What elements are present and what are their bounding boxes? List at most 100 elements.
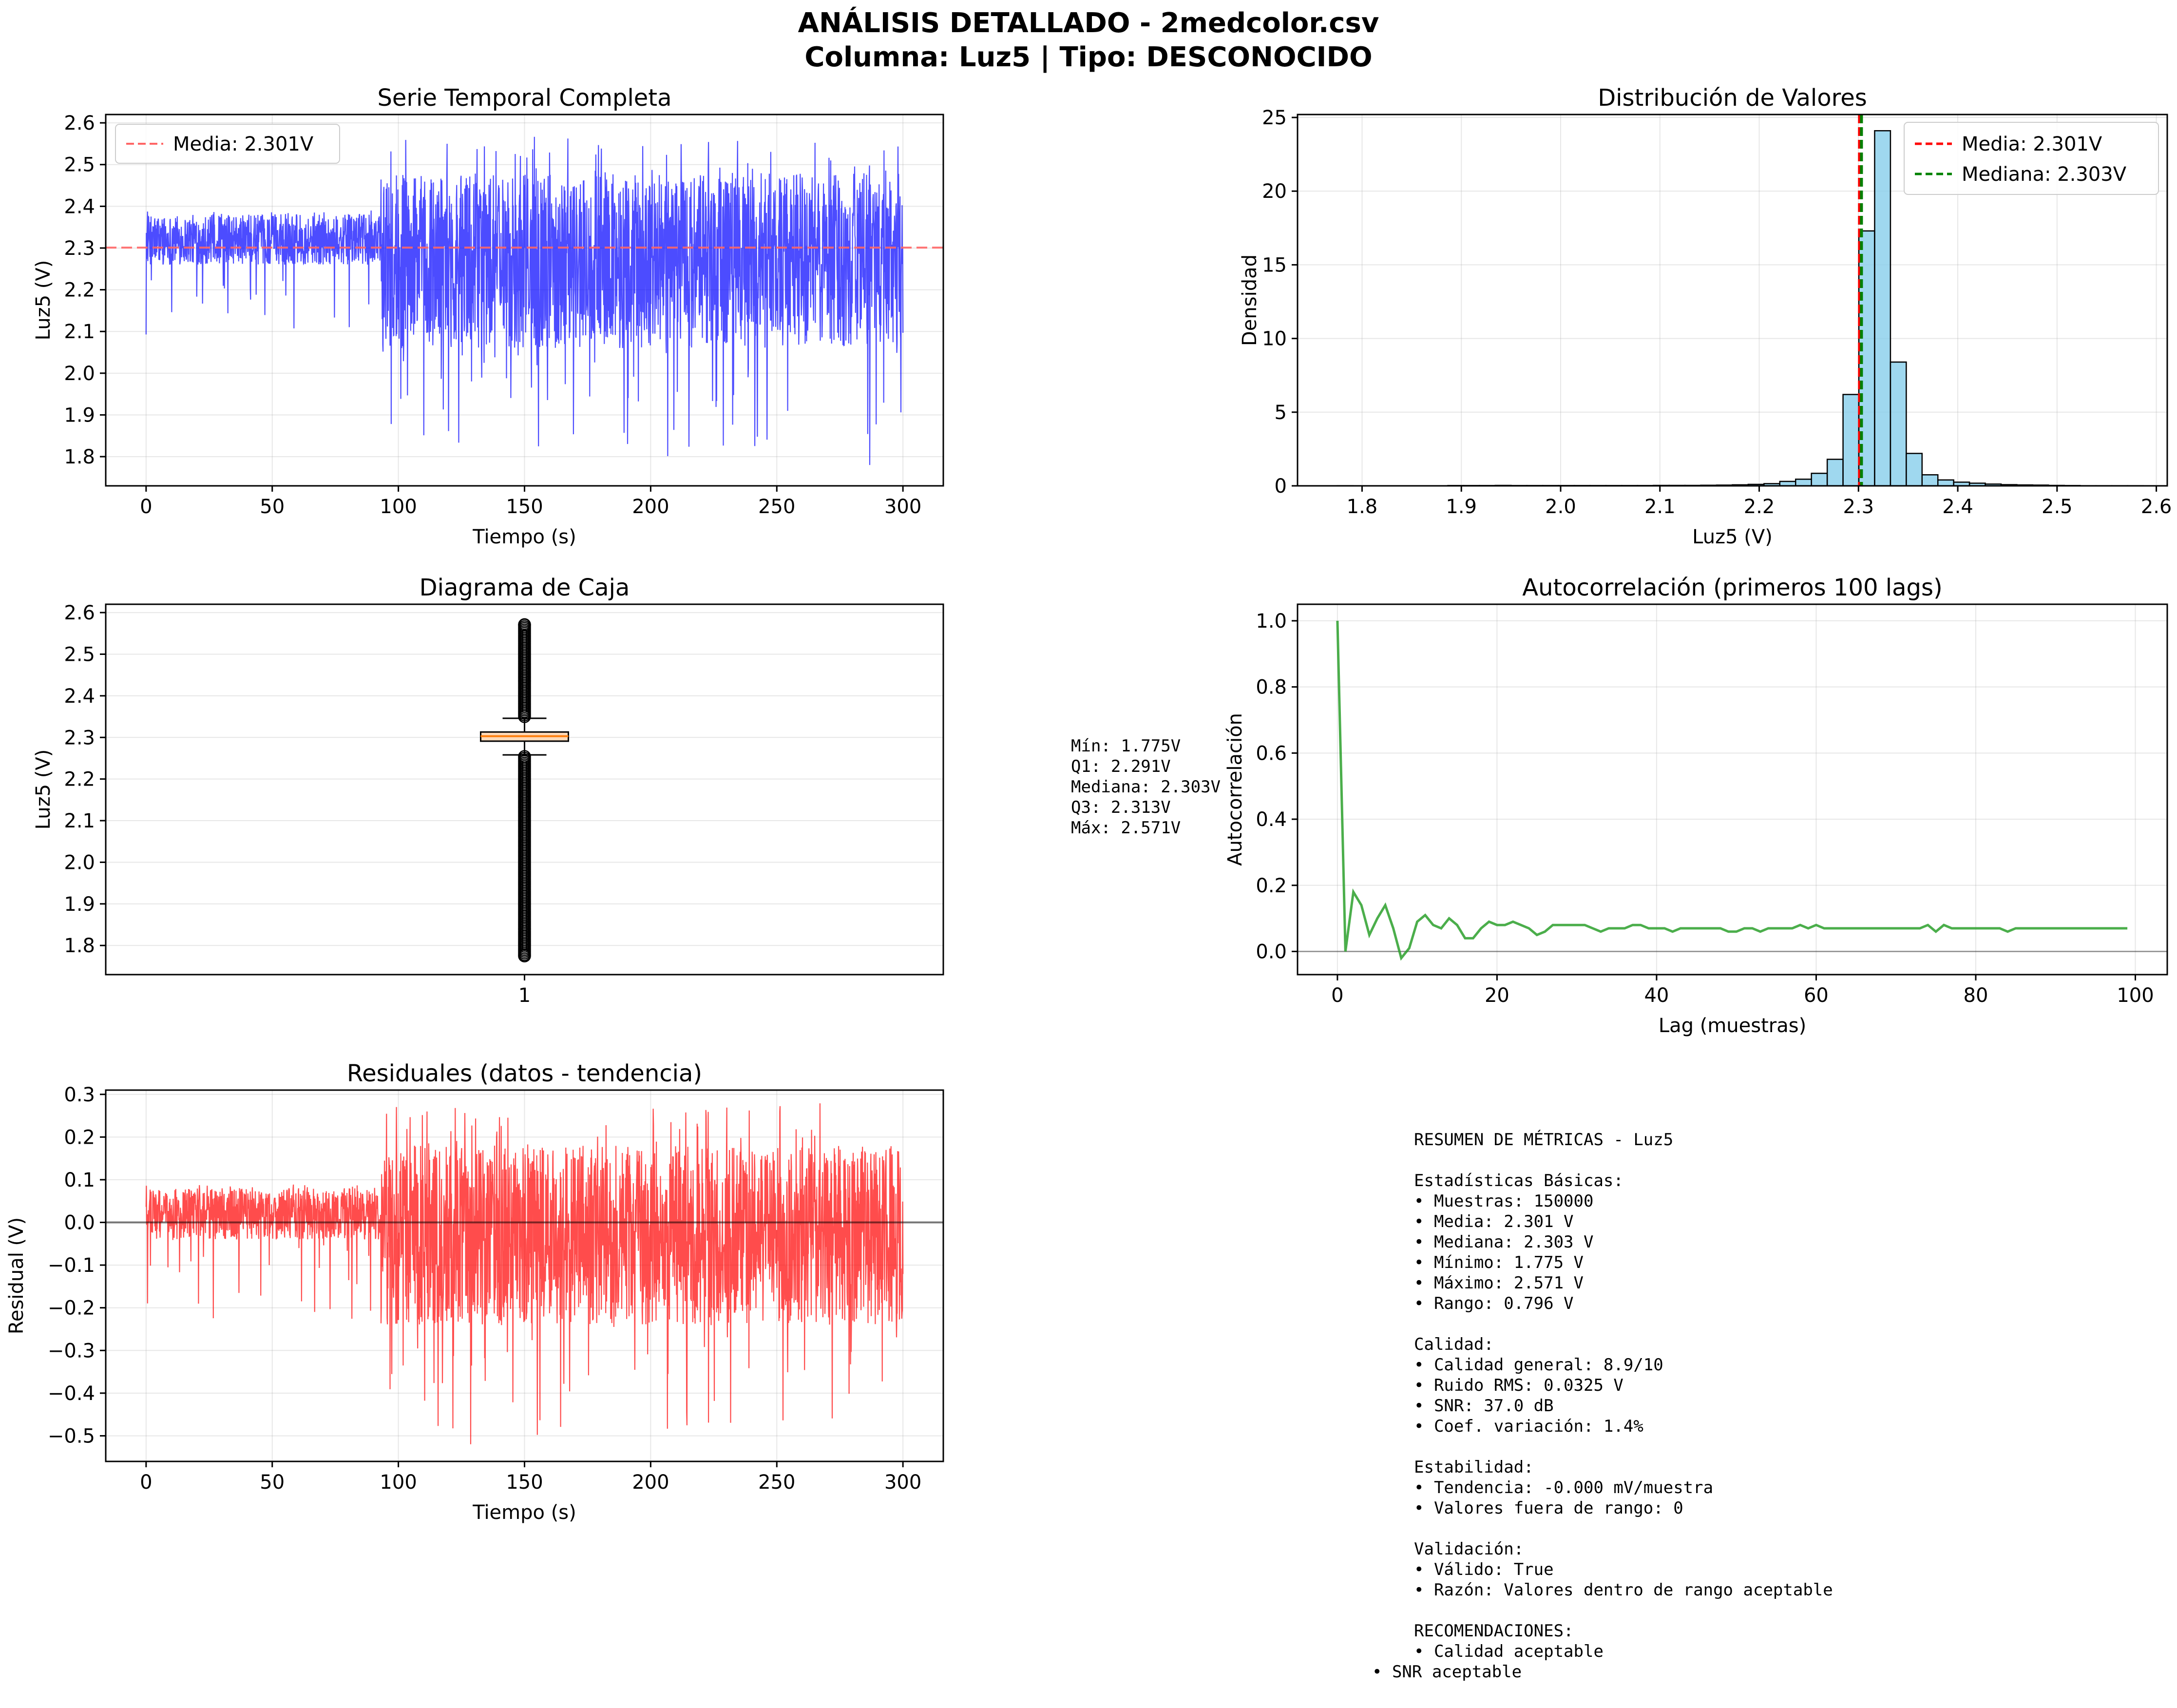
box-stats-line: Mediana: 2.303V [1071, 777, 1221, 797]
x-axis-label: Tiempo (s) [472, 1501, 576, 1524]
y-tick-label: −0.1 [48, 1254, 95, 1277]
x-tick-label: 1.9 [1446, 496, 1477, 518]
x-tick-label: 2.6 [2141, 496, 2172, 518]
x-tick-label: 200 [632, 496, 669, 518]
x-tick-label: 100 [380, 1471, 417, 1494]
hist-bar [1874, 130, 1891, 487]
x-tick-label: 20 [1485, 984, 1509, 1007]
y-tick-label: 2.3 [64, 727, 95, 749]
y-axis-label: Densidad [1239, 254, 1261, 346]
x-axis-label: Tiempo (s) [472, 526, 576, 548]
legend-label-mean: Media: 2.301V [173, 133, 314, 155]
summary-line: RESUMEN DE MÉTRICAS - Luz5 [1414, 1130, 1673, 1150]
axes-title: Serie Temporal Completa [377, 84, 671, 112]
y-axis-label: Luz5 (V) [32, 749, 55, 830]
legend: Media: 2.301V [115, 124, 340, 164]
y-tick-label: 2.6 [64, 602, 95, 624]
x-tick-label: 50 [260, 496, 285, 518]
hist-bar [1811, 473, 1828, 487]
y-axis-label: Luz5 (V) [32, 260, 55, 341]
x-tick-label: 0 [140, 496, 152, 518]
summary-line: • Ruido RMS: 0.0325 V [1414, 1376, 1623, 1395]
legend-label-mean: Media: 2.301V [1962, 133, 2102, 155]
summary-line: • Coef. variación: 1.4% [1414, 1417, 1643, 1436]
box-plot: 1.8 1.9 2.0 2.1 2.2 2.3 2.4 2.5 2.6 1 Diagrama de … [32, 574, 944, 1007]
y-tick-label: 2.0 [64, 851, 95, 874]
hist-bar [1795, 479, 1812, 487]
summary-line: • SNR aceptable [1372, 1662, 1522, 1682]
x-tick-label: 100 [2117, 984, 2154, 1007]
y-tick-label: 2.5 [64, 154, 95, 176]
signal-line [145, 136, 904, 465]
legend: Media: 2.301V Mediana: 2.303V [1904, 122, 2159, 195]
y-tick-label: −0.3 [48, 1340, 95, 1362]
x-tick-label: 2.5 [2042, 496, 2073, 518]
outlier-point [518, 949, 531, 962]
y-tick-label: 2.0 [64, 363, 95, 385]
y-tick-label: 2.4 [64, 195, 95, 218]
summary-line: Validación: [1414, 1539, 1524, 1559]
axes-title: Autocorrelación (primeros 100 lags) [1522, 574, 1943, 601]
x-tick-label: 100 [380, 496, 417, 518]
time-series-plot: 1.8 1.9 2.0 2.1 2.2 2.3 2.4 2.5 2.6 0 50 100 150 200 2… [32, 84, 944, 548]
legend-box [115, 124, 340, 164]
hist-bar [1937, 479, 1954, 487]
y-tick-label: 0.4 [1256, 808, 1287, 831]
y-tick-label: 0.6 [1256, 742, 1287, 765]
x-tick-label: 50 [260, 1471, 285, 1494]
x-tick-label: 1 [518, 984, 531, 1007]
axes-title: Distribución de Valores [1598, 84, 1867, 112]
summary-line: • Razón: Valores dentro de rango aceptab… [1414, 1580, 1833, 1600]
y-tick-label: 25 [1262, 107, 1287, 129]
y-tick-label: 0.2 [64, 1126, 95, 1149]
x-tick-label: 80 [1964, 984, 1988, 1007]
residuals-plot: −0.5 −0.4 −0.3 −0.2 −0.1 0.0 0.1 0.2 0.3 0 50 100 15… [5, 1060, 944, 1524]
y-tick-label: 0.8 [1256, 676, 1287, 699]
axes-title: Diagrama de Caja [420, 574, 630, 601]
summary-line: • Valores fuera de rango: 0 [1414, 1498, 1683, 1518]
x-tick-label: 2.1 [1644, 496, 1676, 518]
signal-line [145, 1103, 904, 1444]
autocorrelation-plot: 0.0 0.2 0.4 0.6 0.8 1.0 0 20 40 60 80 100 Autocorrel… [1224, 574, 2168, 1037]
x-tick-label: 60 [1804, 984, 1829, 1007]
y-tick-label: 1.8 [64, 935, 95, 957]
y-tick-label: 5 [1275, 402, 1287, 424]
y-tick-label: 0.2 [1256, 875, 1287, 897]
y-tick-label: 1.9 [64, 893, 95, 916]
summary-line: • SNR: 37.0 dB [1414, 1396, 1554, 1416]
legend-box [1904, 122, 2159, 195]
x-tick-label: 300 [884, 496, 921, 518]
summary-line: • Rango: 0.796 V [1414, 1294, 1574, 1313]
y-tick-label: 2.6 [64, 112, 95, 134]
y-tick-label: 1.8 [64, 446, 95, 468]
box-stats-line: Q1: 2.291V [1071, 757, 1171, 776]
figure-title-line1: ANÁLISIS DETALLADO - 2medcolor.csv [798, 7, 1379, 39]
outlier-point [518, 618, 531, 632]
y-tick-label: −0.4 [48, 1382, 95, 1405]
hist-bar [1890, 361, 1907, 487]
y-tick-label: 0.3 [64, 1084, 95, 1106]
metrics-summary-text: RESUMEN DE MÉTRICAS - Luz5 Estadísticas B… [1372, 1130, 1833, 1682]
y-tick-label: 10 [1262, 328, 1287, 350]
x-tick-label: 300 [884, 1471, 921, 1494]
summary-line: • Muestras: 150000 [1414, 1191, 1593, 1211]
y-tick-label: 0 [1275, 475, 1287, 498]
box-stats-line: Q3: 2.313V [1071, 798, 1171, 817]
y-tick-label: 1.0 [1256, 610, 1287, 633]
y-tick-label: 20 [1262, 180, 1287, 203]
y-tick-label: −0.5 [48, 1425, 95, 1447]
y-tick-label: 0.0 [64, 1212, 95, 1234]
y-tick-label: 2.5 [64, 643, 95, 666]
y-tick-label: 2.1 [64, 810, 95, 832]
y-tick-label: 2.1 [64, 321, 95, 343]
x-tick-label: 40 [1644, 984, 1669, 1007]
x-tick-label: 2.4 [1942, 496, 1973, 518]
summary-line: • Mínimo: 1.775 V [1414, 1253, 1584, 1272]
y-tick-label: 1.9 [64, 404, 95, 426]
axes-frame [1297, 114, 2168, 487]
axes-frame [1297, 603, 2168, 976]
y-tick-label: 0.1 [64, 1169, 95, 1191]
x-tick-label: 2.2 [1744, 496, 1775, 518]
